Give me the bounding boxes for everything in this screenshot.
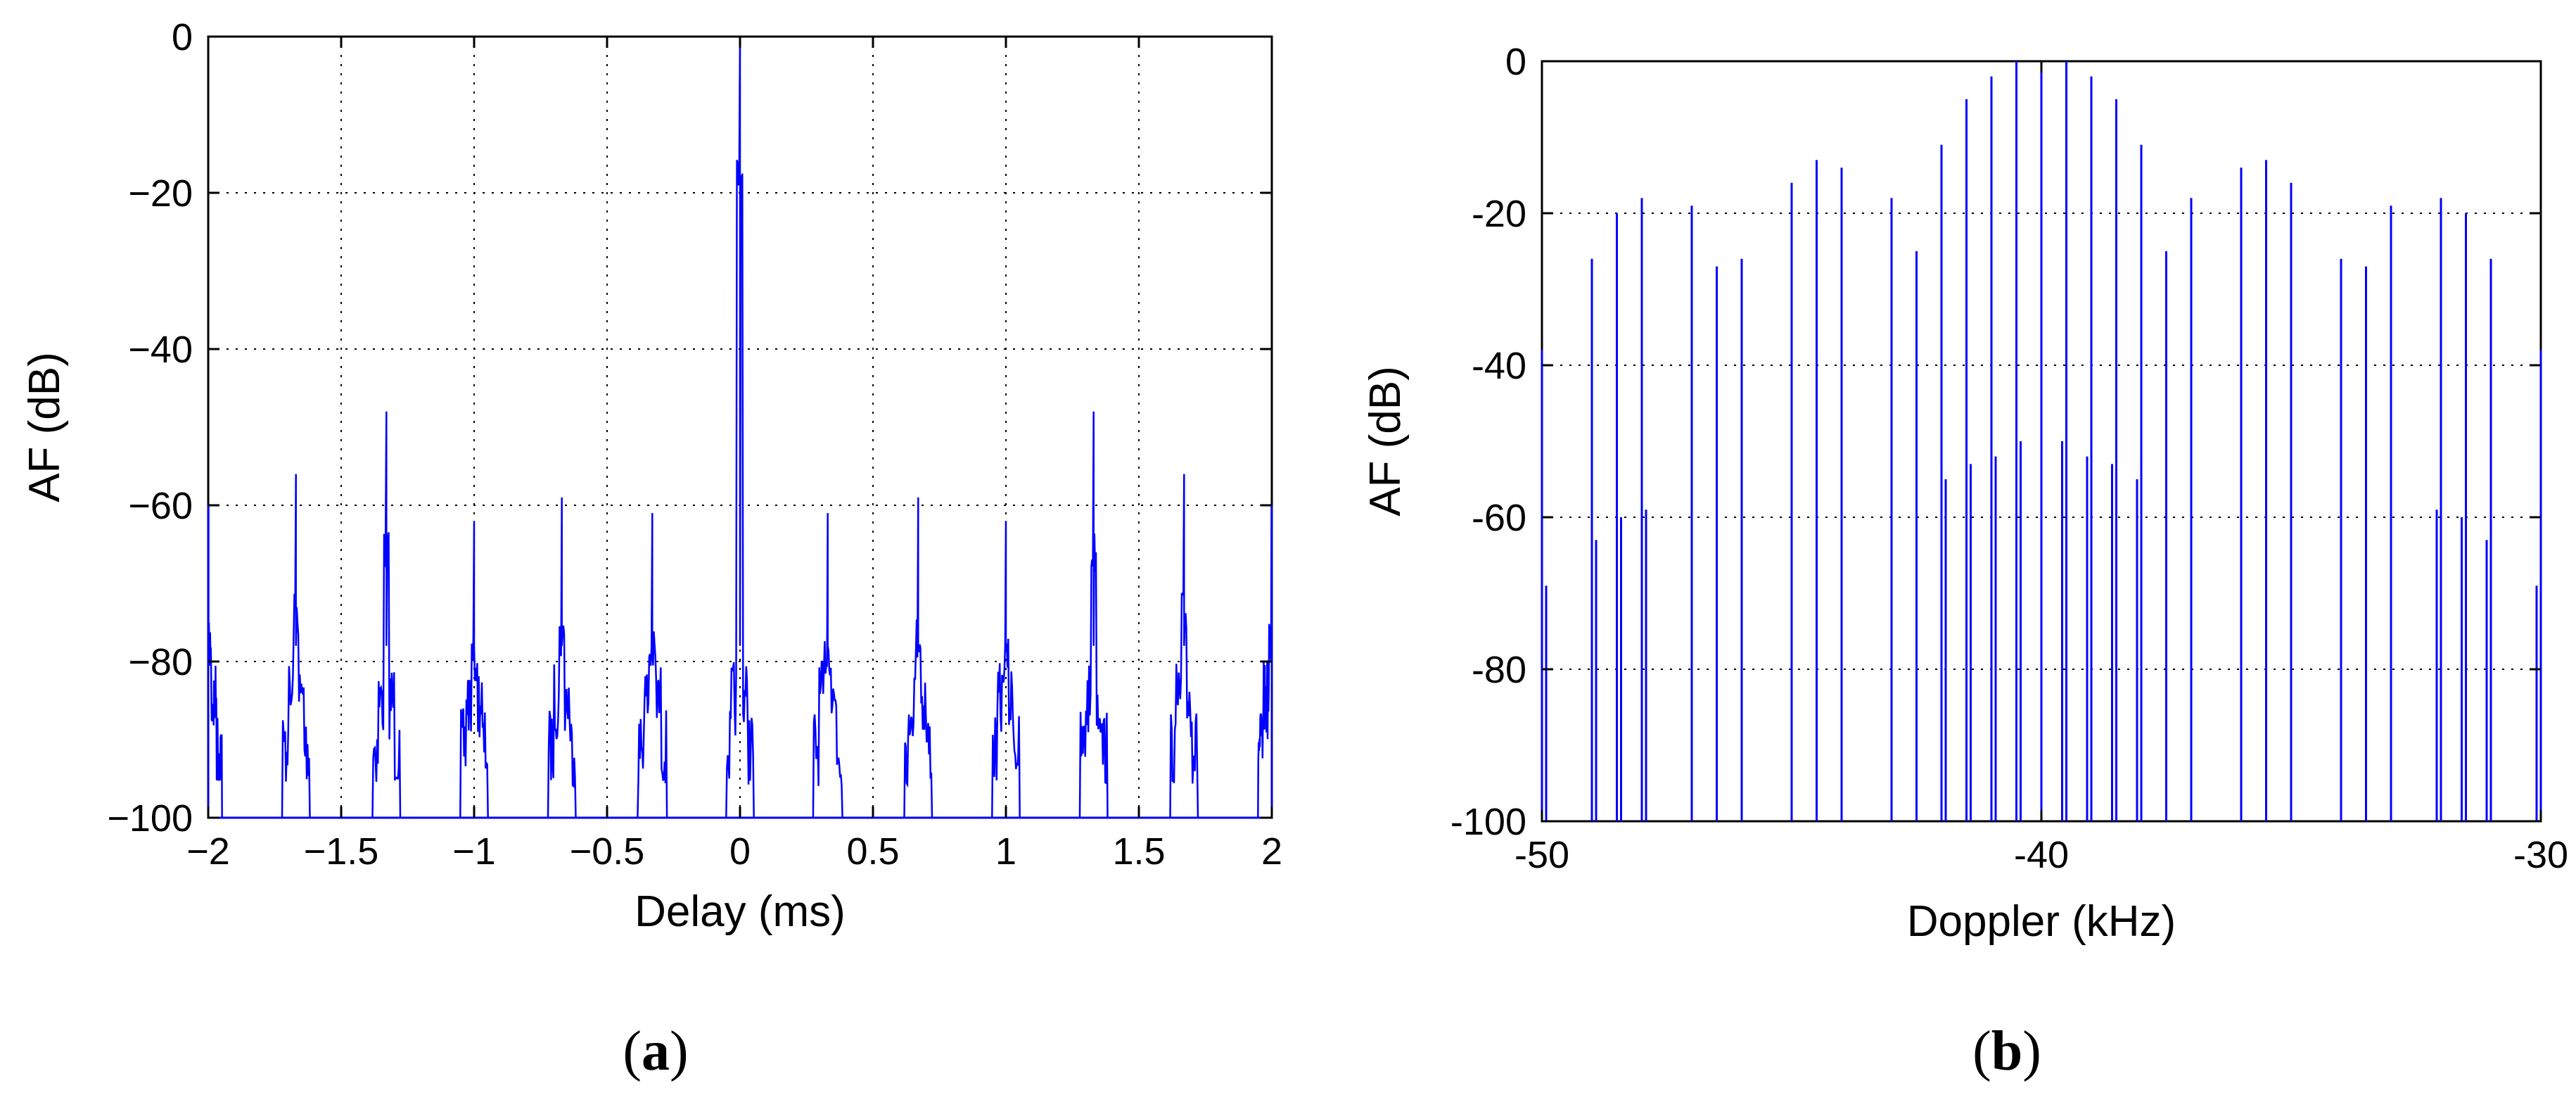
a-ytick-label: −20 [128, 172, 193, 215]
b-xtick-label: -50 [1515, 834, 1569, 876]
b-ytick-label: -60 [1472, 497, 1526, 539]
a-ytick-label: −80 [128, 641, 193, 683]
panel-label-b: (b) [1972, 1020, 2041, 1082]
a-peak-cluster [280, 474, 312, 819]
a-xtick-label: 0.5 [846, 830, 899, 873]
b-xtick-label: -30 [2513, 834, 2568, 876]
a-xtick-label: −1 [452, 830, 496, 873]
a-xtick-label: 1.5 [1112, 830, 1165, 873]
panel-letter-a: a [642, 1020, 670, 1082]
a-peak-cluster [990, 521, 1021, 819]
a-xtick-label: −0.5 [570, 830, 645, 873]
b-ytick-label: -100 [1450, 801, 1526, 843]
a-peak-cluster [725, 36, 755, 819]
a-xtick-label: 0 [729, 830, 751, 873]
x-ticks-a: −2 −1.5 −1 −0.5 0 0.5 1 1.5 2 [186, 37, 1282, 873]
y-axis-label-a: AF (dB) [20, 352, 69, 502]
a-peak-cluster [459, 521, 490, 819]
a-peak-cluster [903, 497, 934, 819]
a-ytick-label: −40 [128, 329, 193, 371]
a-peak-cluster [1078, 411, 1109, 819]
b-ytick-label: 0 [1505, 41, 1526, 83]
a-ytick-label: −100 [107, 797, 193, 840]
a-ytick-label: 0 [172, 16, 193, 58]
y-ticks-b: 0 -20 -40 -60 -80 -100 [1450, 41, 2541, 843]
a-peak-cluster [637, 513, 668, 819]
x-axis-label-a: Delay (ms) [635, 887, 846, 936]
b-xtick-label: -40 [2014, 834, 2069, 876]
a-xtick-label: −1.5 [304, 830, 379, 873]
b-ytick-label: -20 [1472, 193, 1526, 235]
chart-b: -50 -40 -30 0 -20 -40 -60 -80 -100 Doppler (kHz… [1361, 41, 2568, 1082]
panel-label-a: (a) [623, 1020, 688, 1082]
y-ticks-a: 0 −20 −40 −60 −80 −100 [107, 16, 1272, 840]
a-xtick-label: 2 [1261, 830, 1282, 873]
a-peak-cluster [1256, 505, 1273, 819]
a-xtick-label: 1 [995, 830, 1016, 873]
x-ticks-b: -50 -40 -30 [1515, 61, 2568, 876]
y-axis-label-b: AF (dB) [1361, 366, 1410, 517]
a-peak-cluster [371, 411, 402, 819]
panel-letter-b: b [1991, 1020, 2023, 1082]
b-ytick-label: -80 [1472, 649, 1526, 691]
a-peak-cluster [546, 497, 578, 819]
chart-a: −2 −1.5 −1 −0.5 0 0.5 1 1.5 2 0−20−40−60−80−100 … [20, 16, 1282, 1082]
a-peak-cluster [207, 505, 224, 819]
a-xtick-label: −2 [186, 830, 230, 873]
series-b [1541, 61, 2542, 821]
b-ytick-label: -40 [1472, 345, 1526, 387]
series-a [207, 36, 1273, 819]
x-axis-label-b: Doppler (kHz) [1907, 897, 2176, 946]
a-peak-cluster [812, 513, 843, 819]
a-peak-cluster [1168, 474, 1200, 819]
a-ytick-label: −60 [128, 485, 193, 527]
